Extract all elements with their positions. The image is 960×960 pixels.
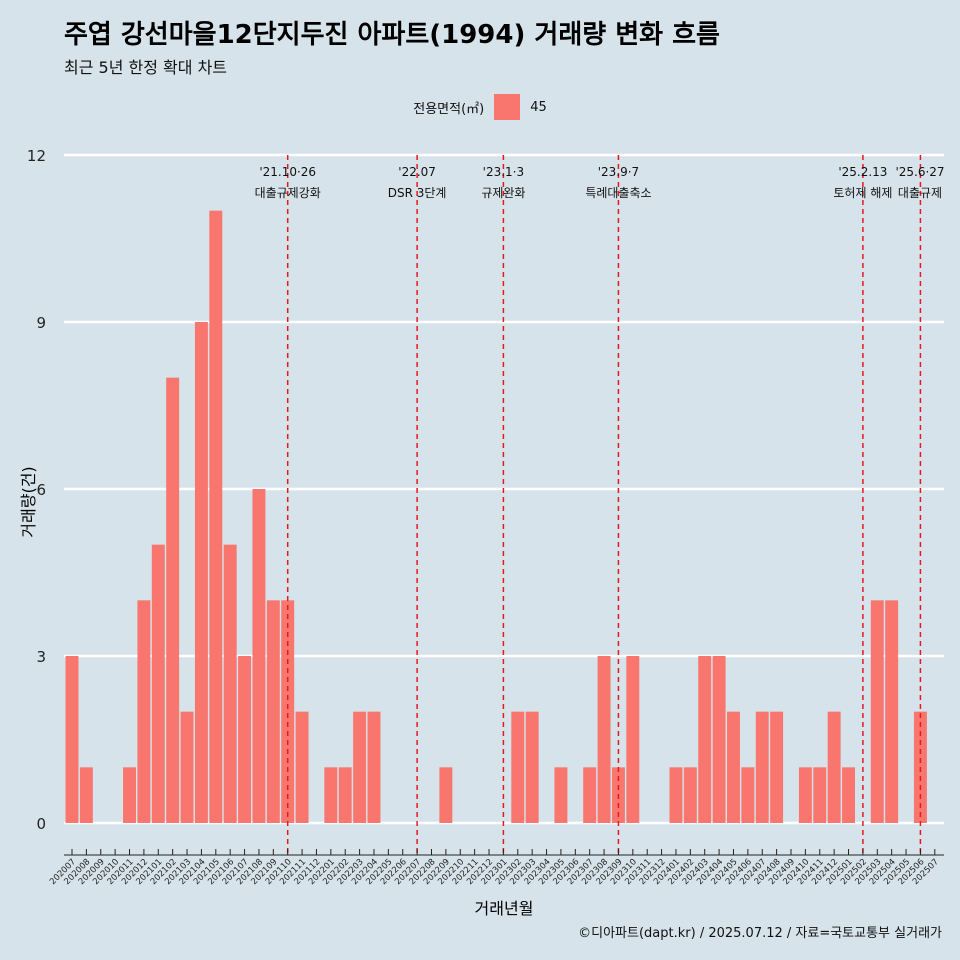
y-tick-label: 3 [36,648,46,666]
bar [770,711,784,823]
chart-subtitle: 최근 5년 한정 확대 차트 [64,58,228,77]
legend-swatch [494,94,521,120]
bar [698,656,712,823]
event-date: '21.10·26 [259,165,316,179]
event-date: '25.2.13 [838,165,887,179]
bar [367,711,381,823]
bar [813,767,827,823]
bar [266,600,280,823]
bar [180,711,194,823]
y-tick-label: 0 [36,815,46,833]
event-date: '22.07 [398,165,436,179]
bar [209,210,223,823]
event-label: DSR 3단계 [388,186,447,200]
bar [137,600,151,823]
chart-title: 주엽 강선마을12단지두진 아파트(1994) 거래량 변화 흐름 [64,20,720,50]
bar [798,767,812,823]
event-label: 규제완화 [481,186,525,200]
bar [353,711,367,823]
legend: 전용면적(㎡) 45 [0,94,960,120]
bar [324,767,338,823]
bar [238,656,252,823]
bar [223,544,237,823]
bar [166,377,180,823]
bar [741,767,755,823]
bar [252,489,266,823]
event-date: '23.1·3 [483,165,524,179]
legend-label: 45 [530,99,547,115]
bar [338,767,352,823]
bar [65,656,79,823]
legend-title: 전용면적(㎡) [413,101,485,117]
bar [123,767,136,823]
event-label: 대출규제 [898,186,942,200]
event-label: 토허제 해제 [833,186,892,200]
bar [870,600,884,823]
bar [597,656,611,823]
bar [827,711,841,823]
bars [65,210,927,823]
bar [439,767,453,823]
bar [295,711,309,823]
bar [194,322,208,823]
event-date: '25.6·27 [895,165,944,179]
bar [583,767,597,823]
event-label: 대출규제강화 [255,186,321,200]
x-axis-label: 거래년월 [475,899,534,918]
bar [151,544,165,823]
bar [281,600,295,823]
bar [79,767,93,823]
event-lines: '21.10·26 대출규제강화 '22.07 DSR 3단계 '23.1·3 규제완화 '… [255,155,945,855]
y-tick-label: 6 [36,481,46,499]
bar [669,767,683,823]
bar [727,711,740,823]
bar [842,767,855,823]
bar [626,656,640,823]
bar [683,767,697,823]
bar [554,767,568,823]
event-date: '23.9·7 [598,165,639,179]
y-axis-ticks: 0 3 6 9 12 [27,147,46,833]
y-tick-label: 12 [27,147,46,165]
x-axis: 2020072020082020092020102020112020122021… [48,849,944,887]
event-label: 특례대출축소 [585,186,651,200]
source-caption: ©디아파트(dapt.kr) / 2025.07.12 / 자료=국토교통부 실… [578,926,942,941]
y-axis-label: 거래량(건) [19,466,38,537]
bar [511,711,525,823]
y-tick-label: 9 [36,314,46,332]
bar [712,656,726,823]
bar [885,600,899,823]
bar [525,711,539,823]
bar [755,711,769,823]
